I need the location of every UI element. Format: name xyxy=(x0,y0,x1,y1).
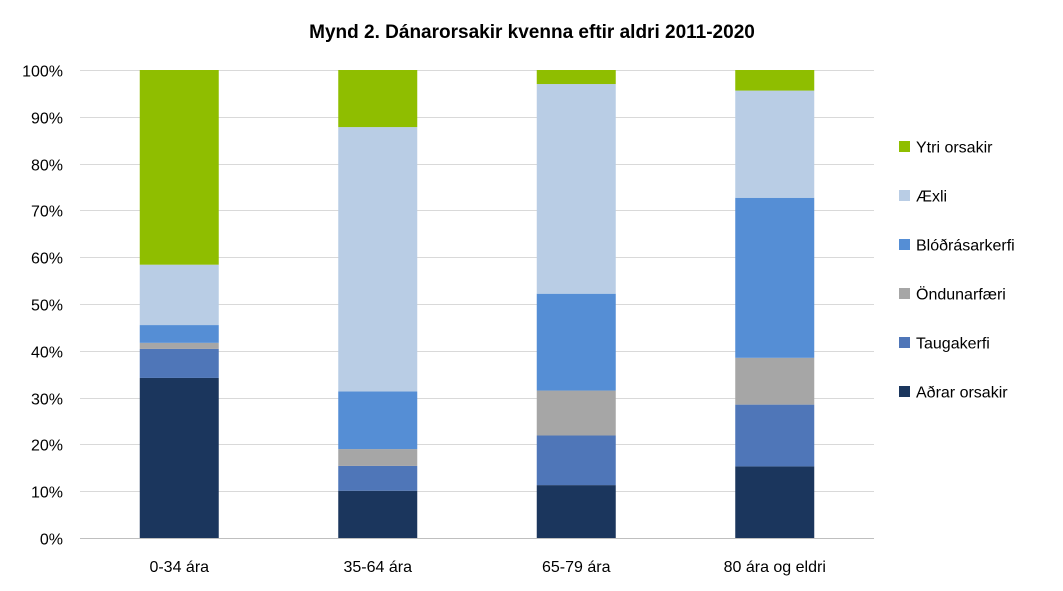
y-tick-label: 40% xyxy=(31,345,63,362)
bar-segment-ndunarf-ri xyxy=(139,342,219,349)
x-tick-label: 65-79 ára xyxy=(542,559,611,576)
x-tick-label: 35-64 ára xyxy=(344,559,413,576)
legend-swatch xyxy=(899,190,910,201)
legend-item: Ytri orsakir xyxy=(899,140,993,157)
bar-segment-a-rar-orsakir xyxy=(735,466,815,538)
bar-segment-ndunarf-ri xyxy=(338,449,418,466)
y-tick-label: 100% xyxy=(22,64,63,81)
bar-segment-ytri-orsakir xyxy=(735,70,815,91)
x-tick-label: 80 ára og eldri xyxy=(724,559,826,576)
legend-label: Taugakerfi xyxy=(916,336,990,353)
y-tick-label: 50% xyxy=(31,298,63,315)
legend-swatch xyxy=(899,337,910,348)
bar-segment-bl-r-sarkerfi xyxy=(536,293,616,391)
bar-segment-bl-r-sarkerfi xyxy=(139,325,219,343)
bar-segment-taugakerfi xyxy=(338,465,418,491)
bar-segment-a-rar-orsakir xyxy=(536,485,616,538)
y-tick-label: 30% xyxy=(31,392,63,409)
y-tick-label: 20% xyxy=(31,438,63,455)
legend-item: Aðrar orsakir xyxy=(899,385,1008,402)
bar-segment-xli xyxy=(536,84,616,294)
legend-swatch xyxy=(899,288,910,299)
bar-segment-ndunarf-ri xyxy=(735,357,815,405)
y-tick-label: 0% xyxy=(40,532,63,549)
legend-label: Öndunarfæri xyxy=(916,286,1006,304)
bar-segment-xli xyxy=(139,264,219,326)
bar-segment-xli xyxy=(338,127,418,392)
legend-item: Blóðrásarkerfi xyxy=(899,238,1015,255)
legend-item: Æxli xyxy=(899,189,947,206)
bar-segment-bl-r-sarkerfi xyxy=(735,197,815,358)
bar-segment-xli xyxy=(735,90,815,198)
chart-title: Mynd 2. Dánarorsakir kvenna eftir aldri … xyxy=(309,22,755,43)
x-tick-label: 0-34 ára xyxy=(149,559,209,576)
legend-label: Æxli xyxy=(916,189,947,206)
bar-segment-a-rar-orsakir xyxy=(139,377,219,538)
legend-item: Öndunarfæri xyxy=(899,286,1006,304)
legend-swatch xyxy=(899,141,910,152)
x-axis-ticks: 0-34 ára 35-64 ára 65-79 ára 80 ára og eldr… xyxy=(149,559,825,576)
legend-swatch xyxy=(899,239,910,250)
bar-segment-ytri-orsakir xyxy=(139,70,219,265)
legend-label: Ytri orsakir xyxy=(916,140,993,157)
y-tick-label: 70% xyxy=(31,204,63,221)
y-axis-ticks: 0% 10% 20% 30% 40% 50% 60% 70% 80% 90% 100% xyxy=(22,64,63,549)
bar-segment-taugakerfi xyxy=(139,348,219,378)
bar-segment-taugakerfi xyxy=(735,404,815,467)
bar-segment-a-rar-orsakir xyxy=(338,490,418,538)
legend-label: Aðrar orsakir xyxy=(916,385,1008,402)
y-tick-label: 80% xyxy=(31,158,63,175)
y-tick-label: 10% xyxy=(31,485,63,502)
bar-segment-ytri-orsakir xyxy=(338,70,418,128)
legend-label: Blóðrásarkerfi xyxy=(916,238,1015,255)
legend-swatch xyxy=(899,386,910,397)
bar-segment-bl-r-sarkerfi xyxy=(338,391,418,450)
legend: Ytri orsakir Æxli Blóðrásarkerfi Öndunarfær… xyxy=(899,140,1015,402)
bar-segment-taugakerfi xyxy=(536,435,616,486)
y-tick-label: 90% xyxy=(31,111,63,128)
legend-item: Taugakerfi xyxy=(899,336,990,353)
bars xyxy=(139,70,815,538)
bar-segment-ndunarf-ri xyxy=(536,390,616,436)
bar-segment-ytri-orsakir xyxy=(536,70,616,85)
y-tick-label: 60% xyxy=(31,251,63,268)
